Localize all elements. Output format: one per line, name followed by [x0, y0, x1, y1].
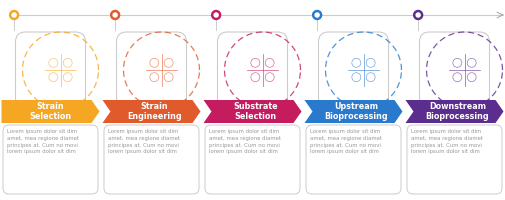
FancyBboxPatch shape [306, 125, 401, 194]
Text: Strain
Selection: Strain Selection [29, 102, 72, 121]
Polygon shape [204, 100, 301, 123]
Text: Lorem ipsum dolor sit dim
amet, mea regione diamet
principes at. Cum no movi
lor: Lorem ipsum dolor sit dim amet, mea regi… [310, 129, 382, 154]
Polygon shape [305, 100, 402, 123]
Text: Lorem ipsum dolor sit dim
amet, mea regione diamet
principes at. Cum no movi
lor: Lorem ipsum dolor sit dim amet, mea regi… [7, 129, 79, 154]
Circle shape [12, 13, 16, 17]
FancyBboxPatch shape [218, 32, 287, 108]
FancyBboxPatch shape [205, 125, 300, 194]
Circle shape [214, 13, 218, 17]
FancyBboxPatch shape [117, 32, 186, 108]
Text: Substrate
Selection: Substrate Selection [233, 102, 278, 121]
FancyBboxPatch shape [16, 32, 85, 108]
FancyBboxPatch shape [319, 32, 388, 108]
Circle shape [313, 10, 322, 20]
Text: Downstream
Bioprocessing: Downstream Bioprocessing [426, 102, 489, 121]
Circle shape [315, 13, 319, 17]
FancyBboxPatch shape [420, 32, 489, 108]
Polygon shape [406, 100, 503, 123]
Text: Lorem ipsum dolor sit dim
amet, mea regione diamet
principes at. Cum no movi
lor: Lorem ipsum dolor sit dim amet, mea regi… [108, 129, 180, 154]
Text: Lorem ipsum dolor sit dim
amet, mea regione diamet
principes at. Cum no movi
lor: Lorem ipsum dolor sit dim amet, mea regi… [209, 129, 281, 154]
Text: Lorem ipsum dolor sit dim
amet, mea regione diamet
principes at. Cum no movi
lor: Lorem ipsum dolor sit dim amet, mea regi… [411, 129, 483, 154]
Text: Upstream
Bioprocessing: Upstream Bioprocessing [325, 102, 388, 121]
Circle shape [111, 10, 120, 20]
Circle shape [212, 10, 221, 20]
FancyBboxPatch shape [407, 125, 502, 194]
Circle shape [113, 13, 117, 17]
Polygon shape [103, 100, 200, 123]
Circle shape [10, 10, 19, 20]
Circle shape [416, 13, 420, 17]
FancyBboxPatch shape [104, 125, 199, 194]
FancyBboxPatch shape [3, 125, 98, 194]
Circle shape [414, 10, 423, 20]
Text: Strain
Engineering: Strain Engineering [127, 102, 182, 121]
Polygon shape [2, 100, 99, 123]
